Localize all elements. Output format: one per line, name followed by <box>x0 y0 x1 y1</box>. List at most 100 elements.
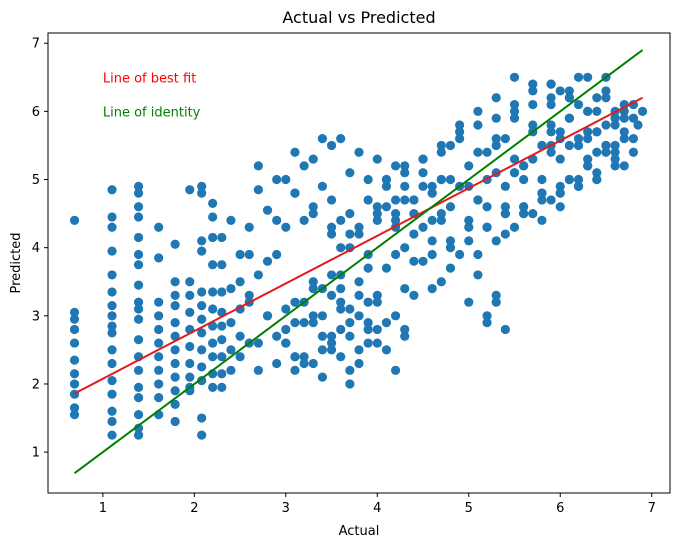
data-point <box>509 72 520 82</box>
data-point <box>491 290 501 300</box>
data-point <box>290 352 300 362</box>
data-point <box>345 331 355 341</box>
data-point <box>336 304 346 314</box>
data-point <box>601 93 611 103</box>
data-point <box>473 106 483 116</box>
data-point <box>170 277 180 287</box>
data-point <box>272 249 282 260</box>
data-point <box>345 379 355 389</box>
data-point <box>208 352 218 362</box>
data-point <box>500 202 510 212</box>
data-point <box>308 283 318 294</box>
data-point <box>509 113 520 123</box>
data-point <box>235 331 245 341</box>
data-point <box>546 195 556 205</box>
data-point <box>555 188 565 198</box>
data-point <box>509 106 520 116</box>
data-point <box>573 99 584 110</box>
data-point <box>445 202 456 212</box>
data-point <box>217 369 227 379</box>
data-point <box>197 287 207 297</box>
data-point <box>107 375 117 386</box>
data-point <box>528 208 538 219</box>
data-point <box>436 147 446 157</box>
data-point <box>610 113 620 123</box>
data-point <box>208 338 218 348</box>
data-point <box>133 188 144 198</box>
data-point <box>290 297 300 307</box>
data-point <box>253 161 263 171</box>
data-point <box>354 277 364 287</box>
data-point <box>381 174 392 185</box>
data-point <box>537 195 547 205</box>
data-point <box>208 212 218 222</box>
data-point <box>107 246 117 256</box>
data-point <box>592 147 602 157</box>
data-point <box>583 161 593 171</box>
data-point <box>170 386 180 396</box>
data-point <box>208 304 218 314</box>
data-point <box>299 352 309 362</box>
data-point <box>633 120 643 130</box>
data-point <box>464 215 474 226</box>
data-point <box>509 99 520 110</box>
data-point <box>281 338 291 348</box>
data-point <box>170 399 180 410</box>
data-point <box>69 355 80 365</box>
x-tick-label: 1 <box>99 501 107 516</box>
data-point <box>555 86 565 96</box>
data-point <box>491 113 501 123</box>
data-point <box>262 256 273 266</box>
data-point <box>610 120 620 130</box>
y-tick-label: 2 <box>32 377 40 392</box>
data-point <box>455 120 465 130</box>
data-point <box>154 311 164 321</box>
data-point <box>555 181 565 191</box>
data-point <box>363 174 373 185</box>
data-point <box>601 86 611 96</box>
data-point <box>226 345 236 355</box>
data-point <box>217 382 227 392</box>
y-tick-label: 6 <box>32 105 40 120</box>
data-point <box>336 215 346 226</box>
data-point <box>299 358 309 369</box>
data-point <box>185 358 195 369</box>
data-point <box>107 389 117 399</box>
data-point <box>154 324 164 335</box>
data-point <box>354 311 364 321</box>
data-point <box>400 168 410 178</box>
data-point <box>326 222 337 232</box>
data-point <box>133 202 144 212</box>
data-point <box>519 208 529 219</box>
data-point <box>336 134 346 144</box>
data-point <box>317 345 328 355</box>
data-point <box>363 195 373 205</box>
data-point <box>308 208 318 219</box>
data-point <box>491 140 501 151</box>
data-point <box>226 215 236 226</box>
data-point <box>482 147 492 157</box>
data-point <box>573 134 584 144</box>
data-point <box>326 331 337 341</box>
data-point <box>217 335 227 345</box>
data-point <box>418 168 428 178</box>
data-point <box>363 318 373 328</box>
data-point <box>555 127 565 137</box>
data-point <box>619 113 629 123</box>
data-point <box>546 99 556 110</box>
data-point <box>107 416 117 427</box>
data-point <box>154 338 164 348</box>
data-point <box>107 328 117 338</box>
data-point <box>390 249 401 260</box>
data-point <box>107 345 117 355</box>
y-tick-label: 5 <box>32 173 40 188</box>
data-point <box>619 127 629 137</box>
data-point <box>197 328 207 338</box>
data-point <box>519 174 529 185</box>
data-point <box>154 222 164 232</box>
data-point <box>537 140 547 151</box>
data-point <box>601 147 611 157</box>
best-fit-label: Line of best fit <box>103 71 196 86</box>
data-point <box>253 185 263 195</box>
